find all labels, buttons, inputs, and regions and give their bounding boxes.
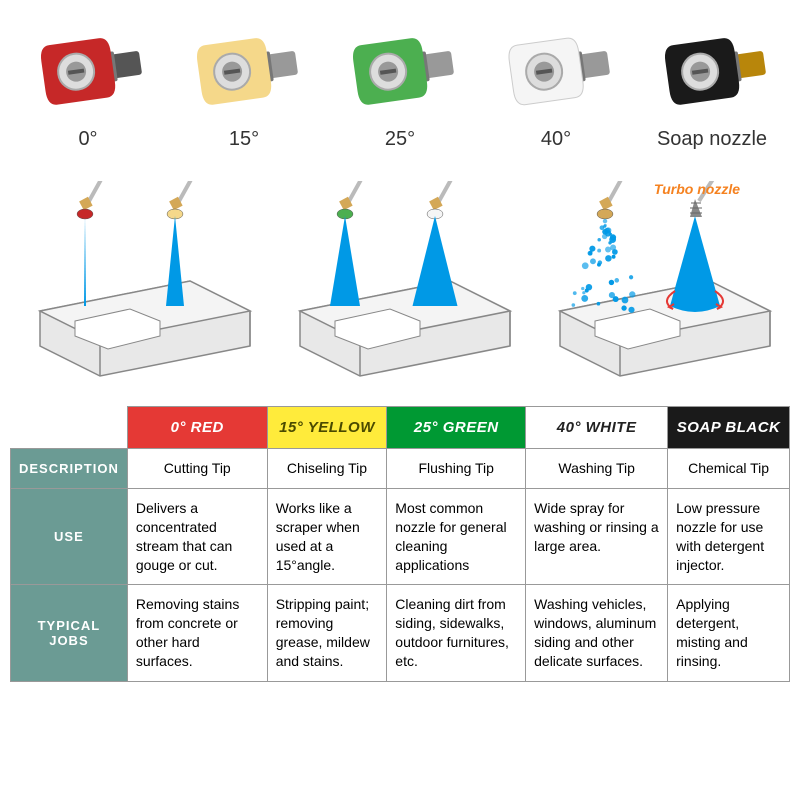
- nozzle-label: 0°: [78, 128, 97, 151]
- table-cell: Stripping paint; removing grease, mildew…: [267, 585, 387, 682]
- table-cell: Washing Tip: [526, 449, 668, 489]
- nozzle-item: Soap nozzle: [652, 20, 772, 151]
- table-cell: Delivers a concentrated stream that can …: [127, 488, 267, 585]
- nozzle-item: 15°: [184, 20, 304, 151]
- nozzle-icon: [28, 20, 148, 120]
- spray-diagram-panel: [540, 181, 780, 381]
- nozzle-label: 25°: [385, 128, 415, 151]
- table-corner: [11, 407, 128, 449]
- table-cell: Works like a scraper when used at a 15°a…: [267, 488, 387, 585]
- spray-diagrams-row: Turbo nozzle: [10, 181, 790, 386]
- table-column-header: 15° YELLOW: [267, 407, 387, 449]
- table-cell: Chiseling Tip: [267, 449, 387, 489]
- nozzle-comparison-table: 0° RED15° YELLOW25° GREEN40° WHITESOAP B…: [10, 406, 790, 682]
- turbo-nozzle-label: Turbo nozzle: [654, 181, 740, 197]
- nozzle-photos-row: 0° 15° 25°: [10, 20, 790, 151]
- table-row: USEDelivers a concentrated stream that c…: [11, 488, 790, 585]
- nozzle-item: 25°: [340, 20, 460, 151]
- nozzle-item: 40°: [496, 20, 616, 151]
- table-cell: Chemical Tip: [668, 449, 790, 489]
- table-row: TYPICAL JOBSRemoving stains from concret…: [11, 585, 790, 682]
- nozzle-icon: [184, 20, 304, 120]
- spray-diagram-panel: [280, 181, 520, 381]
- table-column-header: 25° GREEN: [387, 407, 526, 449]
- table-cell: Cleaning dirt from siding, sidewalks, ou…: [387, 585, 526, 682]
- nozzle-icon: [496, 20, 616, 120]
- nozzle-icon: [652, 20, 772, 120]
- table-cell: Removing stains from concrete or other h…: [127, 585, 267, 682]
- diagram-panel-wrap: [540, 181, 780, 386]
- nozzle-item: 0°: [28, 20, 148, 151]
- table-cell: Low pressure nozzle for use with deterge…: [668, 488, 790, 585]
- table-row-header: DESCRIPTION: [11, 449, 128, 489]
- table-cell: Applying detergent, misting and rinsing.: [668, 585, 790, 682]
- table-cell: Cutting Tip: [127, 449, 267, 489]
- nozzle-label: 15°: [229, 128, 259, 151]
- table-column-header: 40° WHITE: [526, 407, 668, 449]
- nozzle-label: 40°: [541, 128, 571, 151]
- table-cell: Flushing Tip: [387, 449, 526, 489]
- table-column-header: 0° RED: [127, 407, 267, 449]
- diagram-panel-wrap: [20, 181, 260, 386]
- nozzle-label: Soap nozzle: [657, 128, 767, 151]
- table-row-header: USE: [11, 488, 128, 585]
- table-column-header: SOAP BLACK: [668, 407, 790, 449]
- infographic-container: 0° 15° 25°: [0, 0, 800, 692]
- table-cell: Most common nozzle for general cleaning …: [387, 488, 526, 585]
- nozzle-icon: [340, 20, 460, 120]
- table-cell: Washing vehicles, windows, aluminum sidi…: [526, 585, 668, 682]
- diagram-panel-wrap: [280, 181, 520, 386]
- table-cell: Wide spray for washing or rinsing a larg…: [526, 488, 668, 585]
- table-row: DESCRIPTIONCutting TipChiseling TipFlush…: [11, 449, 790, 489]
- spray-diagram-panel: [20, 181, 260, 381]
- table-row-header: TYPICAL JOBS: [11, 585, 128, 682]
